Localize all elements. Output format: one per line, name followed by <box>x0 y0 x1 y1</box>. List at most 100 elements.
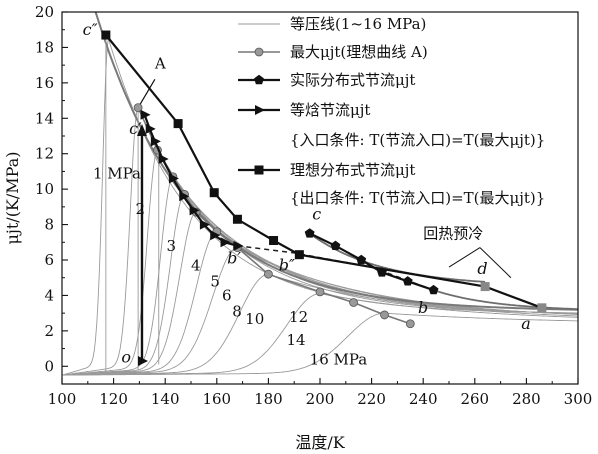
legend-label-4: 等焓节流μjt <box>290 101 370 119</box>
legend-label-2: 最大μjt(理想曲线 A) <box>290 43 428 61</box>
isobar-label-4: 4 <box>191 257 201 275</box>
legend-item-5: {入口条件: T(节流入口)=T(最大μjt)} <box>290 131 545 149</box>
legend-item-1: 等压线(1~16 MPa) <box>238 15 426 33</box>
y-tick-label-2: 2 <box>44 322 54 340</box>
series-1-point-8 <box>263 269 273 279</box>
series-4-point-6 <box>294 250 304 260</box>
series-4 <box>101 30 547 313</box>
y-tick-label-0: 0 <box>44 357 54 375</box>
x-tick-label-280: 280 <box>512 390 541 408</box>
legend-label-5: {入口条件: T(节流入口)=T(最大μjt)} <box>290 131 545 149</box>
series-4-point-7 <box>480 282 490 292</box>
legend-swatch-marker <box>254 165 264 175</box>
isobar-label-7: 8 <box>232 303 242 321</box>
legend-item-4: 等焓节流μjt <box>238 101 370 119</box>
annotation-pointer-2 <box>479 247 512 279</box>
series-4-point-5 <box>269 236 279 246</box>
x-tick-label-180: 180 <box>254 390 283 408</box>
legend-item-7: {出口条件: T(节流入口)=T(最大μjt)} <box>290 189 545 207</box>
point-label-10: o <box>121 348 131 367</box>
isobar-10mpa <box>62 247 578 376</box>
series-3-point-7 <box>179 191 190 202</box>
upper-envelope-curve <box>94 12 578 311</box>
series-2-point-3 <box>356 254 367 265</box>
isobar-label-8: 10 <box>245 310 264 328</box>
series-3-point-12 <box>233 240 244 251</box>
isobar-label-1: 1 MPa <box>93 165 141 183</box>
y-tick-label-12: 12 <box>35 145 54 163</box>
b-a-curve <box>433 289 578 310</box>
x-tick-label-160: 160 <box>202 390 231 408</box>
series-1-point-1 <box>133 103 143 113</box>
isobar-label-2: 2 <box>136 200 146 218</box>
isobar-label-6: 6 <box>222 287 232 305</box>
y-tick-label-20: 20 <box>35 3 54 21</box>
isobar-label-10: 14 <box>286 331 305 349</box>
series-3-point-9 <box>199 219 210 230</box>
label-a-pointer <box>137 79 156 108</box>
isobar-label-5: 5 <box>210 273 220 291</box>
series-4-point-4 <box>232 214 242 224</box>
x-tick-label-140: 140 <box>151 390 180 408</box>
x-tick-label-220: 220 <box>357 390 386 408</box>
isobar-3mpa <box>62 149 578 376</box>
annotation-1: 回热预冷 <box>423 225 483 243</box>
legend-swatch-marker <box>254 74 264 85</box>
point-label-7: b <box>418 298 428 317</box>
point-label-8: d <box>477 259 487 278</box>
series-1-point-11 <box>380 310 389 320</box>
y-tick-label-14: 14 <box>35 109 54 127</box>
y-tick-label-16: 16 <box>35 74 54 92</box>
series-3-point-8 <box>189 205 200 216</box>
annotation-pointer-1 <box>448 247 481 268</box>
series-1-point-12 <box>405 319 415 329</box>
series-3-point-6 <box>168 173 179 184</box>
point-label-1: c″ <box>83 20 98 39</box>
legend-item-3: 实际分布式节流μjt <box>238 71 415 89</box>
y-tick-label-8: 8 <box>44 216 54 234</box>
isobar-label-9: 12 <box>289 308 308 326</box>
y-tick-label-6: 6 <box>44 251 54 269</box>
point-label-3: c′ <box>129 119 142 138</box>
series-3-point-1 <box>137 355 148 366</box>
legend-label-1: 等压线(1~16 MPa) <box>290 15 426 33</box>
series-2-point-5 <box>402 276 413 286</box>
point-label-5: b′ <box>227 249 241 268</box>
series-3-point-11 <box>220 237 231 248</box>
series-3-point-2 <box>140 109 151 120</box>
legend-label-6: 理想分布式节流μjt <box>290 161 415 179</box>
series-3 <box>137 109 244 366</box>
legend-item-2: 最大μjt(理想曲线 A) <box>238 43 428 61</box>
series-2-point-1 <box>304 228 315 238</box>
isenthalpic-arrow-head <box>136 124 147 136</box>
point-label-4: c <box>312 204 321 223</box>
legend-item-6: 理想分布式节流μjt <box>238 161 415 179</box>
legend-label-3: 实际分布式节流μjt <box>290 71 415 89</box>
legend-swatch-marker <box>254 47 264 57</box>
series-2-point-6 <box>428 284 439 295</box>
series-4-point-8 <box>537 303 547 313</box>
series-1-point-9 <box>315 287 325 297</box>
series-4-line <box>105 34 543 309</box>
x-tick-label-100: 100 <box>48 390 77 408</box>
series-1-point-10 <box>349 298 358 307</box>
series-4-point-2 <box>173 119 183 129</box>
x-tick-label-240: 240 <box>409 390 438 408</box>
series-4-point-1 <box>101 30 111 40</box>
axis-ticks: 100 120 140 160 180 200 220 240 260 280 3000246810… <box>35 3 592 408</box>
series-layer <box>101 30 547 366</box>
point-label-6: b″ <box>279 256 295 275</box>
point-label-2: A <box>154 55 166 73</box>
x-axis-label: 温度/K <box>295 433 345 452</box>
x-tick-label-260: 260 <box>460 390 489 408</box>
series-4-point-3 <box>209 188 219 198</box>
series-2-point-2 <box>330 240 341 250</box>
y-tick-label-18: 18 <box>35 38 54 56</box>
x-tick-label-200: 200 <box>306 390 335 408</box>
y-tick-label-4: 4 <box>44 286 54 304</box>
series-2-line <box>309 232 434 292</box>
isobar-16mpa <box>62 312 578 376</box>
isobar-label-3: 3 <box>166 237 176 255</box>
series-3-point-4 <box>150 136 161 147</box>
